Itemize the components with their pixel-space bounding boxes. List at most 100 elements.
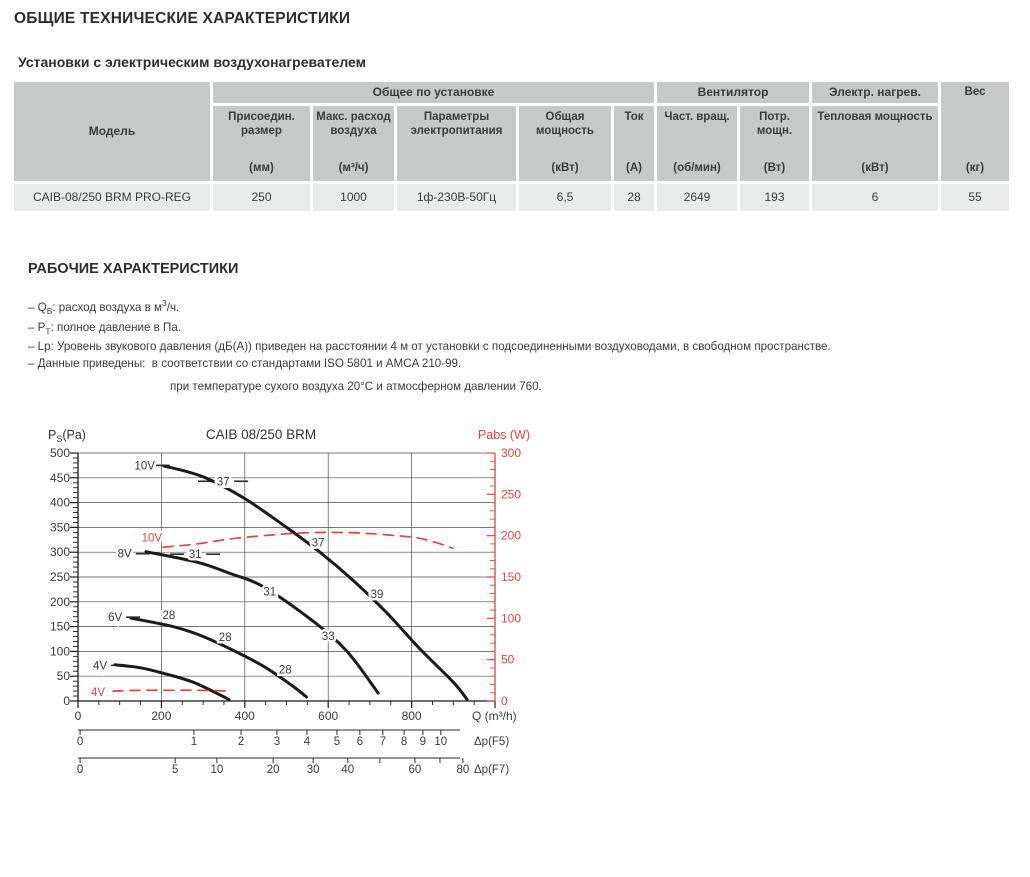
curve-label-28: 28 — [163, 610, 176, 622]
curve-label-39: 39 — [371, 589, 384, 601]
svg-text:150: 150 — [50, 620, 70, 634]
value-rpm: 2649 — [657, 184, 737, 211]
performance-section-title: РАБОЧИЕ ХАРАКТЕРИСТИКИ — [28, 261, 239, 277]
svg-text:10: 10 — [210, 764, 223, 776]
group-header-fan: Вентилятор — [657, 82, 809, 103]
svg-text:4: 4 — [304, 736, 311, 748]
model-value: CAIB-08/250 BRM PRO-REG — [14, 184, 210, 211]
svg-text:1: 1 — [191, 736, 197, 748]
left-axis-title: PS(Pa) — [48, 428, 86, 444]
col-unit: (мм) — [249, 161, 274, 174]
col-name: Параметры электропитания — [410, 111, 503, 138]
svg-text:Q (m³/h): Q (m³/h) — [472, 709, 517, 723]
col-name: Част. вращ. — [664, 111, 730, 123]
svg-text:50: 50 — [501, 653, 515, 667]
svg-text:7: 7 — [380, 736, 386, 748]
svg-text:20: 20 — [267, 764, 280, 776]
curve-6V-pressure — [129, 616, 308, 699]
svg-text:400: 400 — [235, 709, 255, 723]
col-name: Общая мощность — [536, 111, 594, 138]
col-header-heat-power: Тепловая мощность (кВт) — [812, 106, 938, 181]
svg-text:350: 350 — [50, 520, 70, 534]
svg-text:100: 100 — [50, 644, 70, 658]
svg-text:300: 300 — [501, 446, 521, 460]
chart-title: CAIB 08/250 BRM — [206, 427, 316, 442]
curve-label-6V: 6V — [108, 612, 122, 624]
svg-text:9: 9 — [420, 736, 426, 748]
col-unit: (об/мин) — [673, 161, 721, 174]
note-line: при температуре сухого воздуха 20°C и ат… — [170, 380, 542, 394]
value-consumed-power: 193 — [740, 184, 809, 211]
curve-label-28: 28 — [279, 664, 292, 676]
col-header-rpm: Част. вращ. (об/мин) — [657, 106, 737, 181]
curve-4V-pressure — [113, 663, 231, 701]
value-current: 28 — [614, 184, 654, 211]
svg-text:50: 50 — [57, 669, 71, 683]
curve-label-4V: 4V — [93, 660, 107, 672]
svg-text:80: 80 — [456, 764, 469, 776]
value-connection-size: 250 — [213, 184, 310, 211]
weight-header-unit: (кг) — [965, 161, 985, 174]
svg-text:800: 800 — [402, 709, 422, 723]
f5-axis-title: Δp(F5) — [474, 736, 509, 748]
col-header-total-power: Общая мощность (кВт) — [519, 106, 611, 181]
col-header-power-supply: Параметры электропитания — [397, 106, 516, 181]
col-unit: (Вт) — [763, 161, 786, 174]
col-unit: (м³/ч) — [338, 161, 369, 174]
svg-text:8: 8 — [401, 736, 407, 748]
col-header-connection-size: Присоедин. размер (мм) — [213, 106, 310, 181]
curve-label-28: 28 — [219, 632, 232, 644]
svg-text:200: 200 — [501, 529, 521, 543]
col-unit: (кВт) — [861, 161, 889, 174]
svg-text:30: 30 — [307, 764, 320, 776]
right-axis-title: Pabs (W) — [478, 428, 530, 442]
curve-label-31: 31 — [263, 586, 276, 598]
curve-label-10V: 10V — [134, 460, 155, 472]
col-header-current: Ток (А) — [614, 106, 654, 181]
col-name: Макс. расход воздуха — [316, 111, 391, 138]
f7-axis-title: Δp(F7) — [474, 764, 509, 776]
svg-text:200: 200 — [50, 595, 70, 609]
table-section-title: Установки с электрическим воздухонагрева… — [18, 54, 367, 70]
page-title: ОБЩИЕ ТЕХНИЧЕСКИЕ ХАРАКТЕРИСТИКИ — [14, 10, 351, 27]
curve-label-4V: 4V — [91, 687, 105, 699]
svg-text:250: 250 — [501, 487, 521, 501]
svg-text:200: 200 — [151, 709, 171, 723]
value-max-airflow: 1000 — [313, 184, 394, 211]
svg-text:450: 450 — [50, 471, 70, 485]
specs-table: Модель Общее по установке Вентилятор Эле… — [14, 82, 1009, 211]
note-line: – PТ: полное давление в Па. — [28, 320, 182, 336]
col-name: Тепловая мощность — [817, 111, 933, 123]
svg-text:2: 2 — [238, 736, 244, 748]
curve-label-37: 37 — [312, 537, 325, 549]
svg-text:100: 100 — [501, 611, 521, 625]
col-unit: (А) — [626, 161, 642, 174]
svg-text:600: 600 — [318, 709, 338, 723]
performance-notes: – QВ: расход воздуха в м3/ч. – PТ: полно… — [28, 295, 831, 396]
svg-text:5: 5 — [172, 764, 178, 776]
curve-label-31: 31 — [189, 549, 202, 561]
svg-text:250: 250 — [50, 570, 70, 584]
svg-text:0: 0 — [63, 694, 70, 708]
svg-text:300: 300 — [50, 545, 70, 559]
col-name: Ток — [624, 111, 644, 123]
svg-text:5: 5 — [334, 736, 340, 748]
curve-10V-power — [162, 531, 454, 549]
col-unit: (кВт) — [551, 161, 579, 174]
svg-text:500: 500 — [50, 446, 70, 460]
note-line: – QВ: расход воздуха в м3/ч. — [28, 298, 180, 317]
curve-label-10V: 10V — [142, 532, 163, 544]
svg-text:0: 0 — [75, 709, 82, 723]
curve-4V-power — [112, 689, 229, 692]
curve-label-33: 33 — [322, 631, 335, 643]
weight-header-cell: Вес (кг) — [941, 82, 1009, 181]
curve-8V-pressure — [144, 550, 380, 695]
group-header-heater: Электр. нагрев. — [812, 82, 938, 103]
col-name: Присоедин. размер — [228, 111, 295, 138]
note-line: – Lp: Уровень звукового давления (дБ(А))… — [28, 340, 831, 354]
performance-chart: 10V 37 37 39 8V 31 31 33 6V 28 28 28 4V 10V 4V 0 50 100 15… — [40, 424, 545, 792]
svg-text:0: 0 — [77, 764, 83, 776]
col-header-max-airflow: Макс. расход воздуха (м³/ч) — [313, 106, 394, 181]
